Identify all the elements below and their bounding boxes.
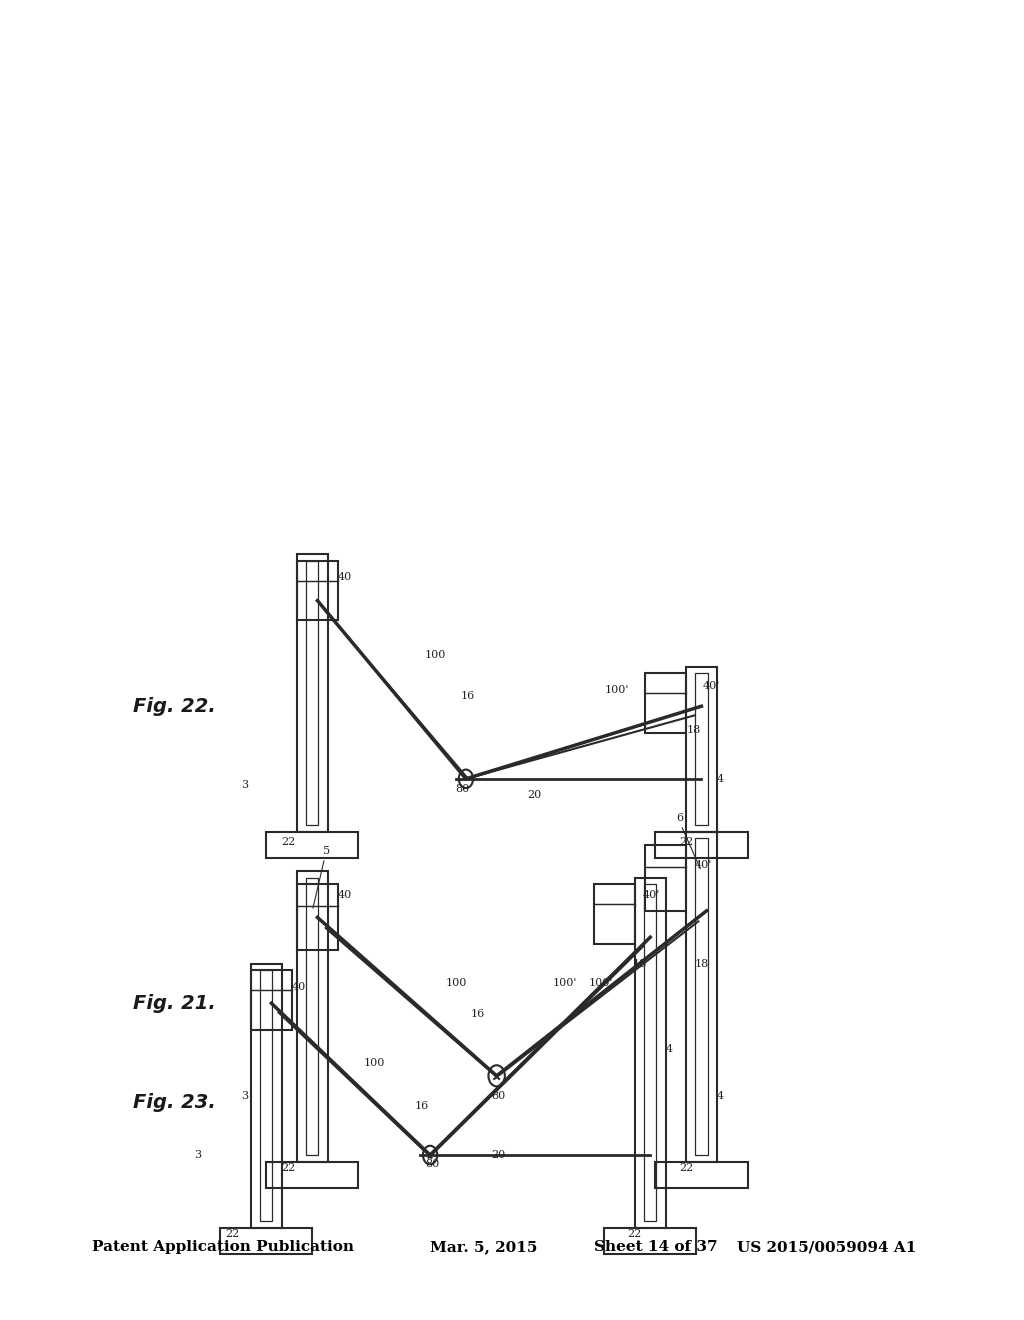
Bar	[251, 964, 282, 1228]
Text: 3: 3	[195, 1150, 202, 1160]
Text: 18: 18	[633, 958, 647, 969]
Text: 4: 4	[666, 1044, 673, 1055]
Text: 5: 5	[323, 846, 330, 857]
Bar	[594, 884, 635, 944]
Text: 80: 80	[425, 1159, 439, 1170]
Text: 22: 22	[628, 1229, 642, 1239]
Text: 100: 100	[425, 649, 446, 660]
Text: 22: 22	[679, 837, 693, 847]
Bar	[260, 970, 272, 1221]
Bar	[266, 832, 358, 858]
Text: 18: 18	[687, 725, 701, 735]
Bar	[695, 673, 708, 825]
Bar	[644, 884, 656, 1221]
Bar	[297, 884, 338, 950]
Bar	[306, 878, 318, 1155]
Text: 3: 3	[241, 780, 248, 791]
Bar	[635, 878, 666, 1228]
Text: 100': 100'	[604, 685, 629, 696]
Text: 6: 6	[676, 813, 683, 824]
Text: 100: 100	[445, 978, 467, 989]
Text: 40: 40	[338, 572, 352, 582]
Text: 4: 4	[717, 774, 724, 784]
Bar	[266, 1162, 358, 1188]
Text: 40: 40	[338, 890, 352, 900]
Text: 18: 18	[694, 958, 709, 969]
Text: US 2015/0059094 A1: US 2015/0059094 A1	[737, 1241, 916, 1254]
Text: 4: 4	[717, 1090, 724, 1101]
Text: 16: 16	[415, 1101, 429, 1111]
Text: 100: 100	[364, 1057, 385, 1068]
Text: 3: 3	[241, 1090, 248, 1101]
Bar	[297, 871, 328, 1162]
Text: 22: 22	[679, 1163, 693, 1173]
Bar	[220, 1228, 312, 1254]
Text: 80: 80	[492, 1090, 506, 1101]
Bar	[655, 1162, 748, 1188]
Bar	[604, 1228, 696, 1254]
Bar	[695, 838, 708, 1155]
Text: Fig. 23.: Fig. 23.	[133, 1093, 216, 1111]
Bar	[655, 832, 748, 858]
Text: 80: 80	[456, 784, 470, 795]
Text: Fig. 21.: Fig. 21.	[133, 994, 216, 1012]
Text: 40': 40'	[643, 890, 660, 900]
Bar	[251, 970, 292, 1030]
Text: 40: 40	[292, 982, 306, 993]
Text: 20: 20	[492, 1150, 506, 1160]
Text: Sheet 14 of 37: Sheet 14 of 37	[594, 1241, 718, 1254]
Text: Fig. 22.: Fig. 22.	[133, 697, 216, 715]
Text: Mar. 5, 2015: Mar. 5, 2015	[430, 1241, 538, 1254]
Text: 22: 22	[282, 1163, 296, 1173]
Bar	[645, 845, 686, 911]
Text: 22: 22	[225, 1229, 240, 1239]
Bar	[297, 554, 328, 832]
Bar	[297, 561, 338, 620]
Bar	[686, 832, 717, 1162]
Text: 100': 100'	[553, 978, 578, 989]
Text: 22: 22	[282, 837, 296, 847]
Text: 20: 20	[527, 789, 542, 800]
Text: 16: 16	[461, 690, 475, 701]
Bar	[645, 673, 686, 733]
Bar	[306, 561, 318, 825]
Text: 16: 16	[471, 1008, 485, 1019]
Bar	[686, 667, 717, 832]
Text: 40': 40'	[702, 681, 720, 692]
Text: Patent Application Publication: Patent Application Publication	[92, 1241, 354, 1254]
Text: 100': 100'	[589, 978, 613, 989]
Text: 40': 40'	[694, 859, 712, 870]
